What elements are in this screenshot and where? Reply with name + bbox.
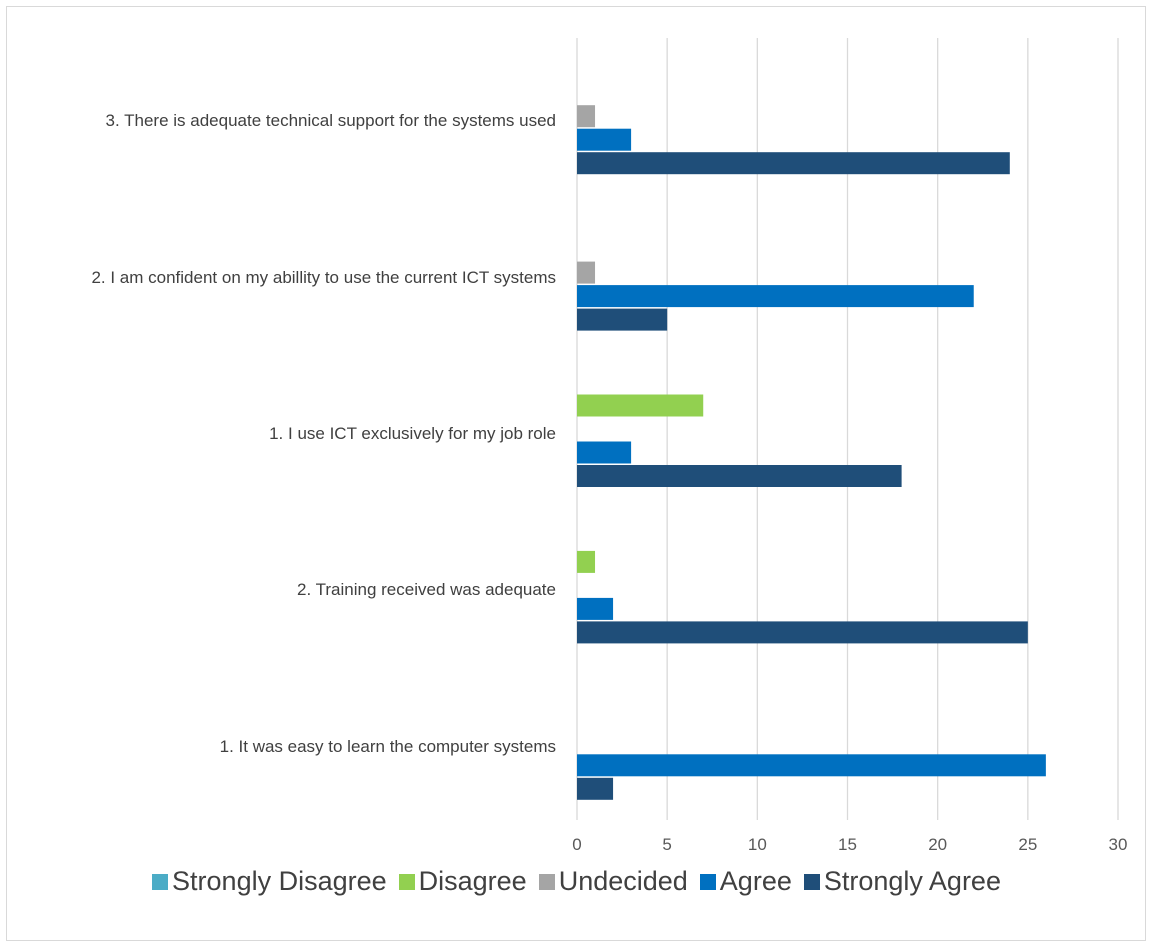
legend-swatch xyxy=(538,873,555,890)
bar xyxy=(577,777,614,800)
chart-frame xyxy=(6,6,1146,941)
bar xyxy=(577,465,902,487)
x-tick-label: 15 xyxy=(838,835,857,854)
legend-label: Strongly Agree xyxy=(823,866,1001,896)
legend-label: Disagree xyxy=(418,866,527,896)
category-label: 2. Training received was adequate xyxy=(297,580,556,600)
category-label: 2. I am confident on my abillity to use … xyxy=(91,267,556,287)
bar xyxy=(577,754,1046,777)
legend-item: Disagree xyxy=(398,866,527,897)
bar xyxy=(577,261,596,284)
category-label: 1. It was easy to learn the computer sys… xyxy=(219,736,556,756)
legend: Strongly Disagree Disagree Undecided Agree S… xyxy=(0,866,1153,897)
bar xyxy=(577,621,1028,644)
legend-swatch xyxy=(699,873,716,890)
x-tick-label: 5 xyxy=(662,835,671,854)
bar xyxy=(577,128,632,151)
category-label: 1. I use ICT exclusively for my job role xyxy=(269,423,556,443)
category-label: 3. There is adequate technical support f… xyxy=(105,111,556,131)
legend-label: Undecided xyxy=(558,866,688,896)
bar xyxy=(577,285,974,308)
legend-item: Undecided xyxy=(538,866,688,897)
legend-label: Strongly Disagree xyxy=(172,866,387,896)
bar xyxy=(577,308,668,331)
x-tick-label: 30 xyxy=(1109,835,1128,854)
legend-label: Agree xyxy=(719,866,792,896)
bar xyxy=(577,441,632,464)
legend-swatch xyxy=(803,873,820,890)
legend-item: Strongly Agree xyxy=(803,866,1001,897)
bar xyxy=(577,597,614,620)
bar xyxy=(577,152,1010,175)
x-tick-label: 25 xyxy=(1018,835,1037,854)
x-tick-label: 0 xyxy=(572,835,581,854)
x-tick-label: 20 xyxy=(928,835,947,854)
legend-swatch xyxy=(152,873,169,890)
legend-item: Agree xyxy=(699,866,792,897)
bar xyxy=(577,394,704,417)
x-tick-label: 10 xyxy=(748,835,767,854)
bar xyxy=(577,550,596,573)
bar xyxy=(577,105,596,128)
legend-swatch xyxy=(398,873,415,890)
legend-item: Strongly Disagree xyxy=(152,866,387,897)
